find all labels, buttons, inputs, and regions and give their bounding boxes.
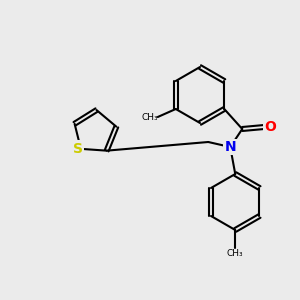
Text: O: O: [264, 120, 276, 134]
Text: CH₃: CH₃: [141, 112, 158, 122]
Text: S: S: [73, 142, 83, 156]
Text: N: N: [224, 140, 236, 154]
Text: CH₃: CH₃: [227, 250, 244, 259]
